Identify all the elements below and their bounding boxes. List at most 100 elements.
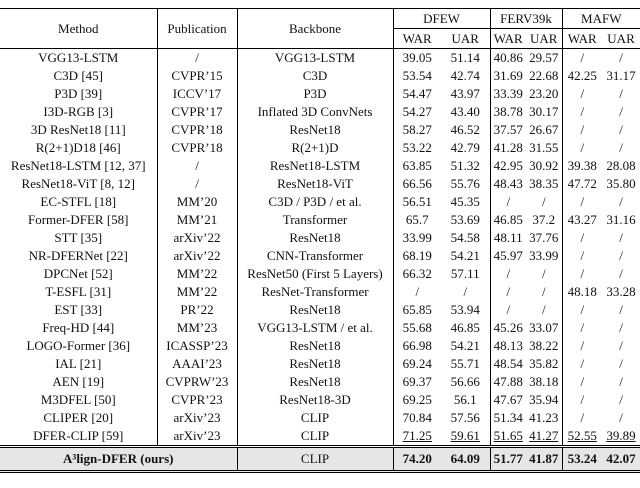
table-row: Former-DFER [58] MM’21 Transformer 65.7 53.6… bbox=[0, 211, 640, 229]
results-table: Method Publication Backbone DFEW FERV39k MAFW… bbox=[0, 8, 640, 473]
table-row: ResNet18-ViT [8, 12] / ResNet18-ViT 66.56 55… bbox=[0, 175, 640, 193]
value-cell: / bbox=[619, 50, 623, 65]
value-cell: 22.68 bbox=[526, 67, 563, 85]
table-row: NR-DFERNet [22] arXiv’22 CNN-Transformer 68… bbox=[0, 247, 640, 265]
text-cell: ResNet18 bbox=[237, 229, 394, 247]
text-cell: ResNet18-3D bbox=[237, 391, 394, 409]
value-cell: / bbox=[580, 140, 585, 155]
value-cell: / bbox=[580, 248, 585, 263]
text-cell: MM’21 bbox=[157, 211, 238, 229]
text-cell: ResNet18 bbox=[237, 355, 394, 373]
text-cell: PR’22 bbox=[157, 301, 238, 319]
value-cell: 37.2 bbox=[526, 211, 563, 229]
text-cell: C3D / P3D / et al. bbox=[237, 193, 394, 211]
text-cell: T-ESFL [31] bbox=[0, 283, 158, 301]
value-cell: / bbox=[506, 266, 511, 281]
text-cell: MM’22 bbox=[157, 283, 238, 301]
value-cell: / bbox=[506, 194, 511, 209]
value-cell: 69.25 bbox=[402, 392, 432, 407]
value-cell: 47.67 bbox=[493, 392, 523, 407]
header-row: Method Publication Backbone DFEW FERV39k MAFW bbox=[0, 8, 640, 49]
value-cell: 47.88 bbox=[493, 374, 523, 389]
value-cell: 51.32 bbox=[441, 157, 491, 175]
table-row: STT [35] arXiv’22 ResNet18 33.99 54.58 48.11 3… bbox=[0, 229, 640, 247]
text-cell: ResNet18 bbox=[237, 301, 394, 319]
value-cell: / bbox=[526, 265, 563, 283]
value-cell: / bbox=[526, 193, 563, 211]
text-cell: arXiv’23 bbox=[157, 427, 238, 447]
value-cell: 53.69 bbox=[441, 211, 491, 229]
value-cell: 53.94 bbox=[441, 301, 491, 319]
value-cell: 41.23 bbox=[526, 409, 563, 427]
value-cell: / bbox=[580, 104, 585, 119]
table-row: T-ESFL [31] MM’22 ResNet-Transformer / / / / 48… bbox=[0, 283, 640, 301]
value-cell: / bbox=[619, 320, 623, 335]
table-row: P3D [39] ICCV’17 P3D 54.47 43.97 33.39 23.20 / / bbox=[0, 85, 640, 103]
value-cell: / bbox=[619, 86, 623, 101]
text-cell: EST [33] bbox=[0, 301, 158, 319]
text-cell: ICASSP’23 bbox=[157, 337, 238, 355]
value-cell: / bbox=[506, 284, 511, 299]
value-cell: 43.40 bbox=[441, 103, 491, 121]
text-cell: CLIP bbox=[237, 409, 394, 427]
text-cell: MM’22 bbox=[157, 265, 238, 283]
text-cell: CNN-Transformer bbox=[237, 247, 394, 265]
value-cell: / bbox=[580, 230, 585, 245]
text-cell: ResNet18 bbox=[237, 373, 394, 391]
value-cell: 29.57 bbox=[526, 48, 563, 67]
value-cell: 33.39 bbox=[493, 86, 523, 101]
value-cell: 48.43 bbox=[493, 176, 523, 191]
value-cell: / bbox=[619, 356, 623, 371]
text-cell: AEN [19] bbox=[0, 373, 158, 391]
group-header: DFEW bbox=[393, 8, 491, 29]
table-row: DFER-CLIP [59] arXiv’23 CLIP 71.25 59.61 51.6… bbox=[0, 427, 640, 447]
value-cell: 37.76 bbox=[526, 229, 563, 247]
value-cell: 30.17 bbox=[526, 103, 563, 121]
value-cell: / bbox=[580, 320, 585, 335]
value-cell: / bbox=[580, 122, 585, 137]
table-row: C3D [45] CVPR’15 C3D 53.54 42.74 31.69 22.68 42… bbox=[0, 67, 640, 85]
backbone-cell: CLIP bbox=[237, 445, 394, 473]
text-cell: EC-STFL [18] bbox=[0, 193, 158, 211]
value-cell: / bbox=[619, 410, 623, 425]
value-cell: 43.27 bbox=[567, 212, 597, 227]
value-cell: / bbox=[619, 104, 623, 119]
table-row: M3DFEL [50] CVPR’23 ResNet18-3D 69.25 56.1 47… bbox=[0, 391, 640, 409]
value-cell: 58.27 bbox=[402, 122, 432, 137]
text-cell: CLIP bbox=[237, 427, 394, 447]
value-cell: 55.76 bbox=[441, 175, 491, 193]
value-cell: 31.55 bbox=[526, 139, 563, 157]
value-cell: / bbox=[619, 194, 623, 209]
group-header: FERV39k bbox=[490, 8, 563, 29]
value-cell: / bbox=[580, 194, 585, 209]
ours-row: A³lign-DFER (ours) CLIP 74.20 64.09 51.77 41.… bbox=[0, 445, 640, 473]
value-cell: 37.57 bbox=[493, 122, 523, 137]
value-cell: 53.24 bbox=[562, 445, 603, 473]
value-cell: / bbox=[619, 392, 623, 407]
value-cell: 30.92 bbox=[526, 157, 563, 175]
text-cell: R(2+1)D bbox=[237, 139, 394, 157]
value-cell: 31.69 bbox=[493, 68, 523, 83]
text-cell: STT [35] bbox=[0, 229, 158, 247]
value-cell: 59.61 bbox=[441, 427, 491, 447]
value-cell: 69.37 bbox=[402, 374, 432, 389]
text-cell: ResNet18 bbox=[237, 337, 394, 355]
value-cell: 41.27 bbox=[526, 427, 563, 447]
value-cell: / bbox=[580, 410, 585, 425]
text-cell: arXiv’22 bbox=[157, 247, 238, 265]
value-cell: 38.22 bbox=[526, 337, 563, 355]
value-cell: 26.67 bbox=[526, 121, 563, 139]
sub-header: WAR bbox=[562, 28, 603, 49]
value-cell: 42.74 bbox=[441, 67, 491, 85]
text-cell: Transformer bbox=[237, 211, 394, 229]
value-cell: 54.58 bbox=[441, 229, 491, 247]
table-row: AEN [19] CVPRW’23 ResNet18 69.37 56.66 47.88 3… bbox=[0, 373, 640, 391]
value-cell: 42.79 bbox=[441, 139, 491, 157]
value-cell: / bbox=[619, 302, 623, 317]
value-cell: 35.94 bbox=[526, 391, 563, 409]
value-cell: / bbox=[619, 122, 623, 137]
text-cell: NR-DFERNet [22] bbox=[0, 247, 158, 265]
value-cell: / bbox=[619, 248, 623, 263]
text-cell: arXiv’23 bbox=[157, 409, 238, 427]
value-cell: 45.35 bbox=[441, 193, 491, 211]
